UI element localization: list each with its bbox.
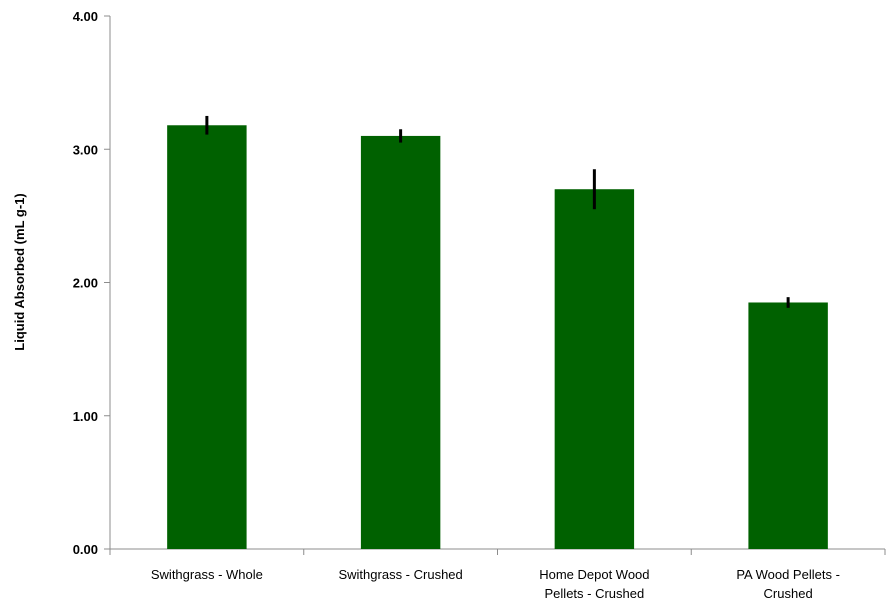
bar: [167, 125, 247, 549]
bars: [167, 125, 828, 550]
category-labels: Swithgrass - Whole Swithgrass - Crushed Ho…: [151, 567, 840, 601]
x-axis: [109, 548, 886, 555]
category-label: PA Wood Pellets -: [736, 567, 840, 582]
y-tick-label: 0.00: [73, 542, 98, 557]
category-label: Crushed: [764, 586, 813, 601]
y-tick-label: 2.00: [73, 276, 98, 291]
y-tick-label: 3.00: [73, 142, 98, 157]
error-bars: [205, 115, 790, 308]
bar: [748, 302, 828, 549]
category-label: Home Depot Wood: [539, 567, 649, 582]
y-tick-label: 4.00: [73, 9, 98, 24]
bar: [554, 189, 635, 549]
bar: [360, 135, 441, 550]
category-label: Swithgrass - Whole: [151, 567, 263, 582]
y-axis-label: Liquid Absorbed (mL g-1): [12, 193, 27, 350]
y-tick-label: 1.00: [73, 409, 98, 424]
y-axis: 0.00 1.00 2.00 3.00 4.00: [73, 9, 111, 557]
category-label: Swithgrass - Crushed: [338, 567, 462, 582]
category-label: Pellets - Crushed: [545, 586, 645, 601]
